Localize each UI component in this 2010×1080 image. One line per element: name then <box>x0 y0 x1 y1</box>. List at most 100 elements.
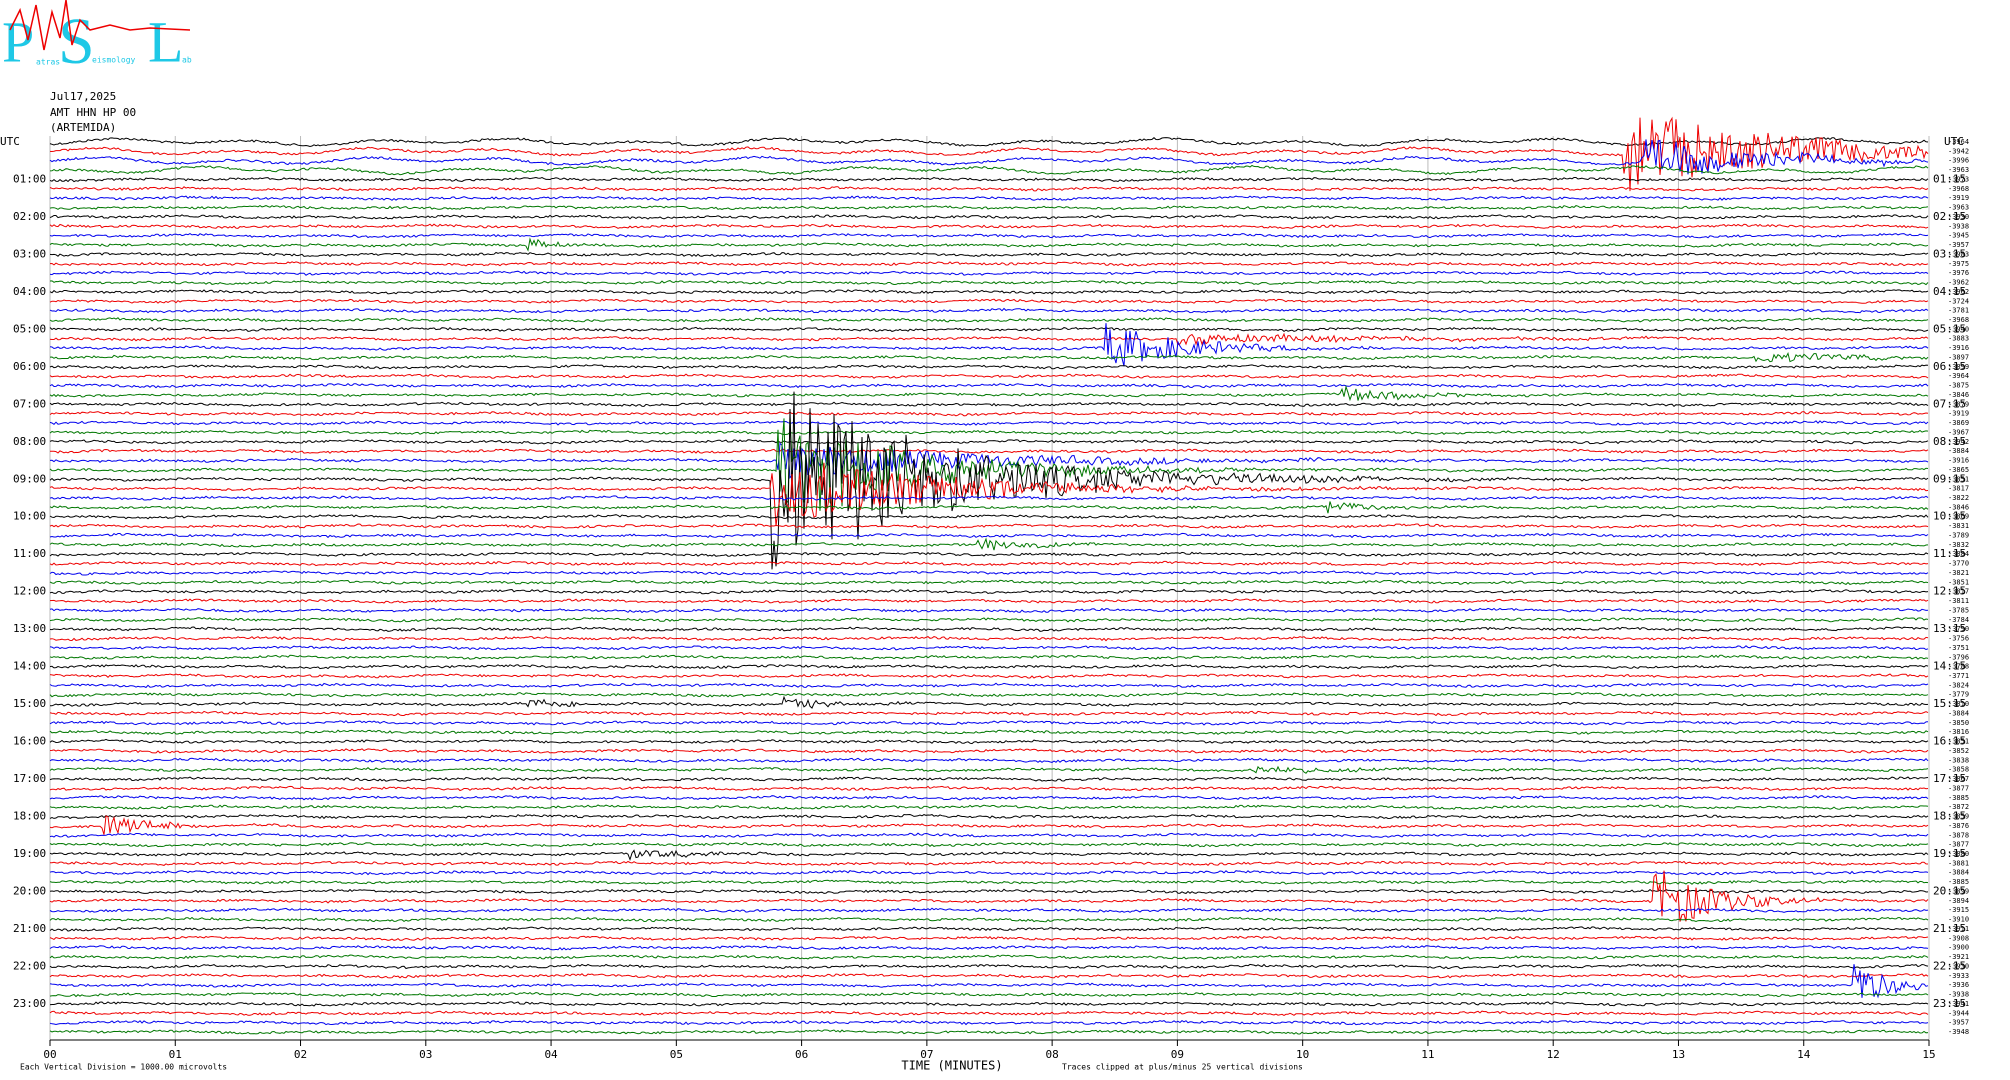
trace <box>49 420 1929 426</box>
x-tick-label: 13 <box>1672 1048 1685 1061</box>
offset-label: -3831 <box>1948 522 1969 530</box>
trace <box>49 729 1929 735</box>
offset-label: -3876 <box>1948 822 1969 830</box>
hour-label: 09:00 <box>13 472 46 485</box>
trace <box>49 588 1929 595</box>
hour-label: 14:15 <box>1933 660 1966 673</box>
hour-label: 06:15 <box>1933 360 1966 373</box>
x-tick-label: 00 <box>43 1048 56 1061</box>
hour-label: 09:15 <box>1933 472 1966 485</box>
x-tick-label: 08 <box>1046 1048 1059 1061</box>
offset-label: -3796 <box>1948 653 1969 661</box>
offset-label: -3884 <box>1948 447 1969 455</box>
offset-label: -3899 <box>1948 887 1969 895</box>
offset-label: -3811 <box>1948 597 1969 605</box>
trace <box>49 926 1929 932</box>
trace <box>49 645 1929 651</box>
trace <box>49 973 1929 979</box>
trace <box>49 195 1929 201</box>
trace <box>49 351 1929 363</box>
offset-label: -3724 <box>1948 297 1969 305</box>
trace <box>49 579 1929 585</box>
clip-note: Traces clipped at plus/minus 25 vertical… <box>1062 1063 1303 1072</box>
trace <box>49 635 1929 642</box>
offset-label: -3911 <box>1948 925 1969 933</box>
hour-label: 10:15 <box>1933 510 1966 523</box>
trace <box>49 804 1929 810</box>
x-tick-label: 15 <box>1922 1048 1935 1061</box>
offset-label: -3824 <box>1948 681 1969 689</box>
offset-label: -3846 <box>1948 503 1969 511</box>
logo-text: eismology <box>92 56 136 65</box>
x-tick-label: 10 <box>1296 1048 1309 1061</box>
x-tick-label: 07 <box>920 1048 933 1061</box>
offset-label: -3770 <box>1948 560 1969 568</box>
trace <box>49 137 1929 148</box>
logo-text: atras <box>36 58 60 67</box>
labels: 00 01 02 03 04 05 06 07 08 09 10 11 12 13 14 15 UTC UTC 01… <box>0 135 1969 1061</box>
hour-label: 15:15 <box>1933 697 1966 710</box>
offset-label: -3975 <box>1948 260 1969 268</box>
trace <box>49 765 1929 774</box>
trace <box>49 495 1929 501</box>
hour-label: 21:00 <box>13 922 46 935</box>
hour-label: 07:15 <box>1933 397 1966 410</box>
hour-label: 04:00 <box>13 285 46 298</box>
offset-label: -3885 <box>1948 878 1969 886</box>
trace <box>49 214 1929 220</box>
offset-label: -3877 <box>1948 784 1969 792</box>
offset-label: -3884 <box>1948 869 1969 877</box>
trace <box>49 795 1929 801</box>
trace <box>49 870 1929 922</box>
date: Jul17,2025 <box>50 90 116 103</box>
trace <box>49 204 1929 211</box>
offset-label: -3756 <box>1948 635 1969 643</box>
trace <box>49 116 1929 192</box>
hour-label: 03:00 <box>13 247 46 260</box>
offset-label: -3964 <box>1948 138 1969 146</box>
x-tick-label: 03 <box>419 1048 432 1061</box>
offset-label: -3983 <box>1948 250 1969 258</box>
hour-label: 13:15 <box>1933 622 1966 635</box>
x-axis-title: TIME (MINUTES) <box>901 1059 1002 1073</box>
hour-label: 07:00 <box>13 397 46 410</box>
trace <box>49 448 1929 454</box>
hour-label: 01:00 <box>13 172 46 185</box>
hour-label: 15:00 <box>13 697 46 710</box>
hour-label: 20:15 <box>1933 884 1966 897</box>
hour-label: 18:15 <box>1933 810 1966 823</box>
offset-label: -3822 <box>1948 494 1969 502</box>
left-title: UTC <box>0 135 20 148</box>
trace <box>49 233 1929 239</box>
trace <box>49 261 1929 267</box>
offset-label: -3899 <box>1948 363 1969 371</box>
hour-label: 22:15 <box>1933 959 1966 972</box>
trace <box>49 879 1929 885</box>
trace <box>49 326 1929 333</box>
offset-label: -3788 <box>1948 663 1969 671</box>
trace <box>49 307 1929 314</box>
logo: P S L atras eismology ab <box>2 0 192 78</box>
trace <box>49 442 1929 479</box>
trace <box>49 832 1929 838</box>
scale-note: Each Vertical Division = 1000.00 microvo… <box>20 1063 227 1072</box>
offset-label: -3881 <box>1948 859 1969 867</box>
trace <box>49 570 1929 576</box>
trace <box>49 954 1929 960</box>
logo-letter: P <box>2 9 34 74</box>
trace <box>49 373 1929 379</box>
trace <box>49 991 1929 998</box>
trace <box>49 607 1929 614</box>
trace <box>49 815 1929 835</box>
x-tick-label: 12 <box>1547 1048 1560 1061</box>
offset-label: -3963 <box>1948 204 1969 212</box>
trace <box>49 888 1929 895</box>
offset-label: -3852 <box>1948 747 1969 755</box>
offset-label: -3858 <box>1948 766 1969 774</box>
trace <box>49 462 1929 527</box>
trace <box>49 223 1929 229</box>
offset-label: -3884 <box>1948 709 1969 717</box>
offset-label: -3936 <box>1948 981 1969 989</box>
trace <box>49 289 1929 295</box>
